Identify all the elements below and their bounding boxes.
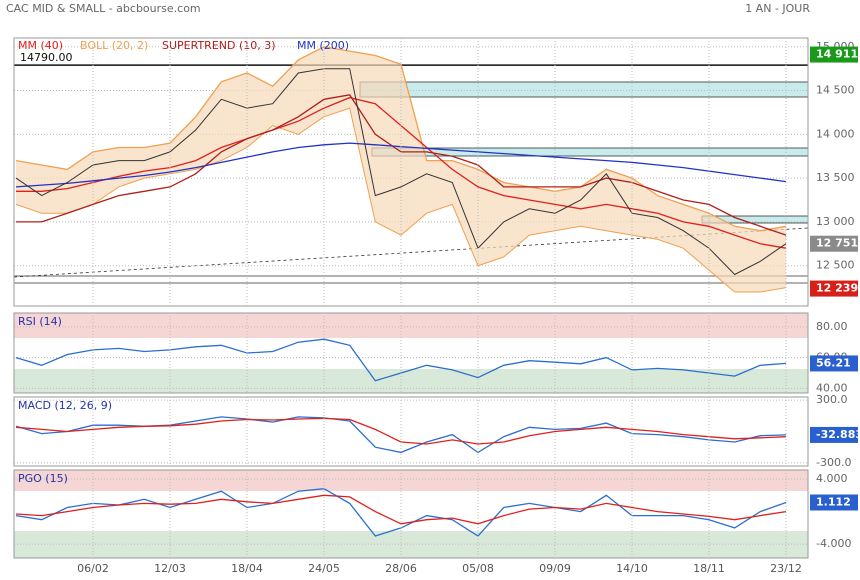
- panel-frame: [13, 396, 809, 467]
- y-tick-label: 14 500: [816, 84, 855, 97]
- value-marker: [810, 235, 858, 252]
- y-tick-label: 40.00: [816, 381, 848, 394]
- level-label: 14790.00: [20, 51, 73, 64]
- series-line: [15, 46, 787, 232]
- value-marker: [810, 494, 858, 511]
- x-tick-label: 09/09: [539, 562, 571, 575]
- value-marker: [810, 426, 858, 443]
- page-title: CAC MID & SMALL - abcbourse.com: [6, 2, 201, 15]
- band-fill: [16, 46, 786, 292]
- zone-band: [14, 369, 808, 393]
- period: 1 AN - JOUR: [745, 2, 810, 15]
- zone-band: [14, 313, 808, 338]
- panel-frame: [13, 312, 809, 394]
- series-line: [15, 107, 787, 293]
- legend-entry: MM (40): [18, 39, 63, 52]
- value-marker: [810, 280, 858, 297]
- x-tick-label: 12/03: [154, 562, 186, 575]
- y-tick-label: 12 500: [816, 259, 855, 272]
- value-marker-label: 1.112: [816, 495, 851, 508]
- value-marker-label: 12 239: [816, 282, 858, 295]
- y-tick-label: 4.000: [816, 472, 848, 485]
- value-marker-label: 12 751: [816, 237, 858, 250]
- legend-entry: MM (200): [297, 39, 349, 52]
- zone-band: [14, 470, 808, 491]
- y-tick-label: -4.000: [816, 537, 851, 550]
- x-tick-label: 24/05: [308, 562, 340, 575]
- panel-title: MACD (12, 26, 9): [18, 399, 112, 412]
- x-tick-label: 06/02: [77, 562, 109, 575]
- value-marker-label: 56.21: [816, 356, 851, 369]
- y-tick-label: 13 000: [816, 215, 855, 228]
- panel-title: RSI (14): [18, 315, 62, 328]
- zone: [359, 81, 809, 98]
- value-marker: [810, 46, 858, 63]
- y-tick-label: 300.0: [816, 393, 848, 406]
- value-marker-label: -32.883: [816, 428, 860, 441]
- series-line: [15, 494, 787, 525]
- y-tick-label: -300.0: [816, 456, 851, 469]
- y-tick-label: 13 500: [816, 171, 855, 184]
- panel-frame: [13, 37, 809, 307]
- x-tick-label: 05/08: [462, 562, 494, 575]
- y-tick-label: 14 000: [816, 127, 855, 140]
- zone-band: [14, 531, 808, 558]
- series-line: [15, 68, 787, 276]
- x-tick-label: 14/10: [616, 562, 648, 575]
- legend-entry: SUPERTREND (10, 3): [162, 39, 276, 52]
- value-marker-label: 14 911: [816, 48, 858, 61]
- x-tick-label: 18/04: [231, 562, 263, 575]
- legend-entry: BOLL (20, 2): [80, 39, 148, 52]
- y-tick-label: 80.00: [816, 320, 848, 333]
- x-tick-label: 23/12: [770, 562, 802, 575]
- series-line: [16, 94, 787, 236]
- x-tick-label: 28/06: [385, 562, 417, 575]
- panel-title: PGO (15): [18, 472, 68, 485]
- panel-frame: [13, 469, 809, 559]
- x-tick-label: 18/11: [693, 562, 725, 575]
- value-marker: [810, 355, 858, 372]
